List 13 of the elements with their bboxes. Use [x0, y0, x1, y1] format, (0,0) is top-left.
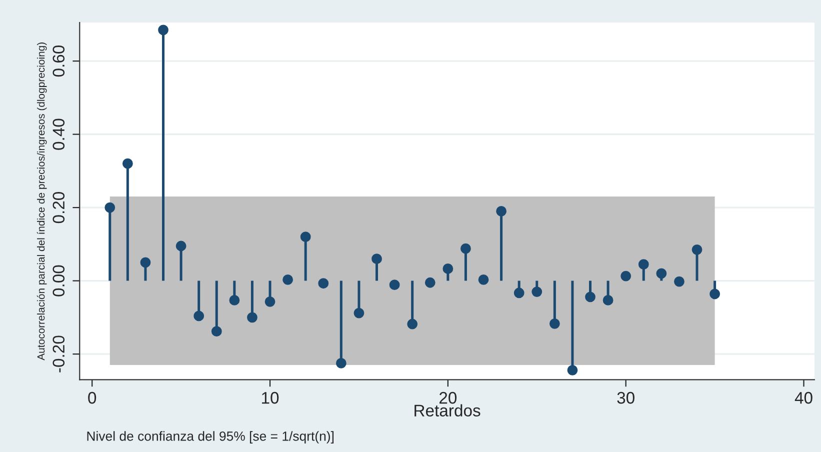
y-tick-label: 0.00: [52, 265, 65, 296]
y-tick-label: 0.60: [52, 45, 65, 77]
y-axis-title: Autocorrelación parcial del índice de precios/ingresos (dlogprecioing): [36, 42, 47, 360]
x-tick-label: 10: [262, 392, 279, 404]
y-tick-label: 0.40: [52, 118, 65, 150]
x-tick-label: 30: [617, 392, 634, 404]
text: Nivel de confianza del 95% [se = 1/sqrt(n)]: [87, 431, 334, 444]
x-tick-label: 40: [794, 392, 812, 404]
x-tick-label: 0: [88, 392, 96, 404]
y-tick-label: 0.20: [52, 192, 65, 224]
x-axis-title: Retardos: [414, 404, 480, 416]
x-tick-label: 20: [439, 392, 457, 404]
y-tick-label: -0.20: [52, 336, 65, 372]
